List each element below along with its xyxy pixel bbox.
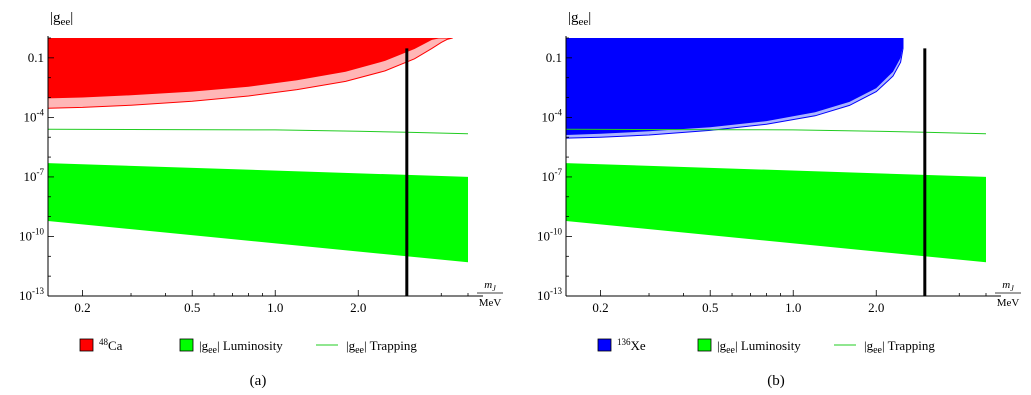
x-tick-label: 2.0 (868, 300, 884, 315)
legend-label: 136Xe (617, 337, 646, 353)
legend-item: |gee| Trapping (834, 338, 935, 356)
panel-label: (a) (250, 373, 267, 389)
legend-label: 48Ca (99, 337, 123, 353)
legend-item: |gee| Luminosity (697, 338, 801, 356)
x-tick-label: 1.0 (267, 300, 283, 315)
legend-label: |gee| Trapping (864, 338, 935, 356)
x-tick-label: 0.5 (702, 300, 718, 315)
panel-label: (b) (767, 373, 785, 389)
y-tick-label: 10-4 (24, 107, 45, 124)
plot-area (48, 38, 468, 296)
y-tick-label: 10-10 (19, 226, 44, 243)
x-tick-label: 0.2 (74, 300, 90, 315)
legend-item: |gee| Trapping (316, 338, 417, 356)
y-tick-label: 10-4 (542, 107, 563, 124)
x-tick-label: 1.0 (785, 300, 801, 315)
chart-panel-2: 0.1 10-4 10-7 10-10 10-13 0.2 0.5 1.0 2.0 |gee| mJ… (537, 10, 1021, 389)
legend-swatch (179, 338, 194, 352)
x-tick-label: 0.2 (592, 300, 608, 315)
luminosity-band (48, 163, 468, 263)
legend-swatch (79, 338, 94, 352)
chart-panel-1: 0.1 10-4 10-7 10-10 10-13 0.2 0.5 1.0 2.0 |gee| mJ… (19, 10, 503, 389)
y-tick-label: 10-13 (19, 286, 44, 303)
legend-label: |gee| Luminosity (199, 338, 283, 356)
x-axis-unit: MeV (997, 297, 1020, 309)
trapping-line (48, 128, 468, 135)
y-axis-label: |gee| (50, 10, 73, 28)
legend-item: 136Xe (597, 337, 646, 353)
y-tick-label: 0.1 (546, 50, 562, 65)
x-tick-label: 2.0 (350, 300, 366, 315)
y-tick-label: 10-13 (537, 286, 562, 303)
y-tick-label: 10-7 (542, 167, 563, 184)
y-tick-label: 10-10 (537, 226, 562, 243)
legend-swatch (697, 338, 712, 352)
y-tick-label: 0.1 (28, 50, 44, 65)
x-axis-label: mJ (484, 279, 496, 293)
x-axis-unit: MeV (479, 297, 502, 309)
x-tick-label: 0.5 (184, 300, 200, 315)
legend-item: |gee| Luminosity (179, 338, 283, 356)
luminosity-band (566, 163, 986, 263)
y-axis-label: |gee| (568, 10, 591, 28)
legend-swatch (597, 338, 612, 352)
x-axis-label: mJ (1002, 279, 1014, 293)
exclusion-band-inner (48, 38, 453, 99)
legend-label: |gee| Trapping (346, 338, 417, 356)
legend-label: |gee| Luminosity (717, 338, 801, 356)
plot-area (566, 38, 986, 296)
legend-item: 48Ca (79, 337, 123, 353)
exclusion-band-inner (566, 38, 903, 135)
y-tick-label: 10-7 (24, 167, 45, 184)
